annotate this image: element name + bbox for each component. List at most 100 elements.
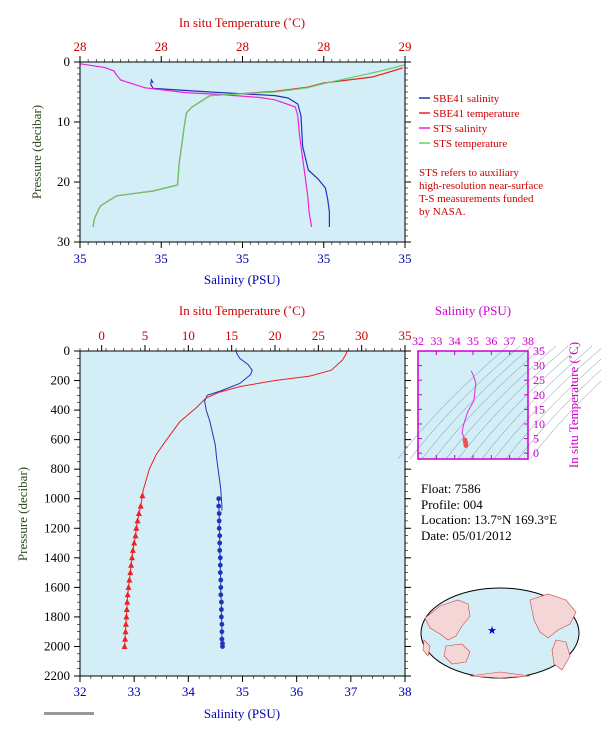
legend: SBE41 salinity SBE41 temperature STS sal… xyxy=(419,93,543,218)
bottom-sal-tick-label: 32 xyxy=(74,684,87,699)
float-location: Location: 13.7°N 169.3°E xyxy=(421,512,558,527)
top-pressure-tick-label: 0 xyxy=(64,54,71,69)
legend-note-line-2: high-resolution near-surface xyxy=(419,180,543,192)
temperature-data-point xyxy=(126,576,133,583)
bottom-sal-tick-label: 34 xyxy=(182,684,196,699)
salinity-data-point xyxy=(217,540,223,546)
top-sal-tick-label: 35 xyxy=(399,251,412,266)
map-antarctica-landmass xyxy=(469,671,531,679)
profile-number: Profile: 004 xyxy=(421,496,483,512)
bottom-temp-tick-label: 20 xyxy=(269,328,282,343)
bottom-sal-tick-label: 38 xyxy=(399,684,412,699)
density-contour xyxy=(421,345,533,460)
density-contour xyxy=(481,345,593,460)
bottom-temp-tick-label: 25 xyxy=(312,328,325,343)
inset-temp-tick-label: 20 xyxy=(533,388,545,402)
bottom-pressure-tick-label: 1000 xyxy=(44,491,70,506)
inset-sal-tick-label: 37 xyxy=(504,334,516,348)
temperature-data-point xyxy=(134,517,141,524)
top-temp-tick-label: 28 xyxy=(155,39,168,54)
legend-note-line-1: STS refers to auxiliary xyxy=(419,167,519,179)
bottom-salinity-deep-line xyxy=(218,498,223,647)
salinity-data-point xyxy=(216,518,222,524)
bottom-temp-tick-label: 10 xyxy=(182,328,195,343)
inset-salinity-axis-label: Salinity (PSU) xyxy=(435,303,511,318)
map-africa-edge-landmass xyxy=(422,639,431,657)
top-series-line-3 xyxy=(79,63,313,228)
top-series-line-4 xyxy=(92,64,405,228)
density-contour xyxy=(493,348,601,460)
inset-sal-tick-label: 38 xyxy=(522,334,534,348)
bottom-panel-background xyxy=(80,351,405,676)
bottom-pressure-tick-label: 800 xyxy=(51,461,71,476)
temperature-data-point xyxy=(122,628,129,635)
top-sal-tick-label: 35 xyxy=(74,251,87,266)
top-salinity-axis-label: Salinity (PSU) xyxy=(204,272,280,287)
bottom-pressure-tick-label: 600 xyxy=(51,432,71,447)
bottom-sal-tick-label: 35 xyxy=(236,684,249,699)
map-australia-landmass xyxy=(443,643,471,665)
salinity-data-point xyxy=(218,592,224,598)
legend-label-sts-temperature: STS temperature xyxy=(433,138,507,150)
salinity-data-point xyxy=(216,503,222,509)
bottom-temperature-axis-label: In situ Temperature (˚C) xyxy=(179,303,305,318)
bottom-sal-tick-label: 37 xyxy=(344,684,358,699)
bottom-pressure-tick-label: 1200 xyxy=(44,520,70,535)
inset-temp-tick-label: 15 xyxy=(533,402,545,416)
inset-ts-point xyxy=(463,443,469,448)
density-contour xyxy=(469,345,581,460)
inset-temp-tick-label: 30 xyxy=(533,359,545,373)
salinity-data-point xyxy=(216,525,222,531)
bottom-salinity-line xyxy=(204,350,253,511)
density-contour xyxy=(505,358,601,460)
inset-temp-tick-label: 25 xyxy=(533,373,545,387)
bottom-pressure-tick-label: 0 xyxy=(64,343,71,358)
map-asia-landmass xyxy=(424,599,471,641)
density-contour xyxy=(409,345,521,460)
salinity-data-point xyxy=(219,629,225,635)
top-pressure-tick-label: 10 xyxy=(57,114,70,129)
temperature-data-point xyxy=(124,598,131,605)
map-south-america-landmass xyxy=(551,639,571,671)
salinity-data-point xyxy=(217,548,223,553)
density-contour xyxy=(397,345,509,460)
temperature-data-point xyxy=(123,606,130,612)
top-temp-tick-label: 29 xyxy=(399,39,412,54)
temperature-data-point xyxy=(122,620,129,627)
temperature-data-point xyxy=(123,613,130,620)
temperature-data-point xyxy=(128,561,135,568)
bottom-temp-tick-label: 30 xyxy=(355,328,368,343)
temperature-data-point xyxy=(121,643,128,649)
top-temp-tick-label: 28 xyxy=(317,39,330,54)
bottom-pressure-tick-label: 1600 xyxy=(44,579,70,594)
float-info: Float: 7586 Profile: 004 Location: 13.7°… xyxy=(421,481,557,543)
bottom-pressure-tick-label: 200 xyxy=(51,373,71,388)
salinity-data-point xyxy=(216,511,222,516)
temperature-data-point xyxy=(133,524,140,531)
top-temperature-axis-label: In situ Temperature (˚C) xyxy=(179,15,305,30)
bottom-pressure-tick-label: 2200 xyxy=(44,668,70,683)
top-panel: 28 28 28 28 29 35 35 35 35 35 0 10 20 30 In situ Temp… xyxy=(29,15,412,287)
top-pressure-axis-label: Pressure (decibar) xyxy=(29,105,44,199)
temperature-data-point xyxy=(127,569,134,576)
bottom-panel: 0 5 10 15 20 25 30 35 32 33 34 35 36 37 38 0 200 400 600 80… xyxy=(15,303,412,721)
bottom-temp-tick-label: 15 xyxy=(225,328,238,343)
temperature-data-point xyxy=(129,546,136,553)
salinity-data-point xyxy=(217,555,223,561)
inset-temp-tick-label: 5 xyxy=(533,432,539,446)
temperature-data-point xyxy=(129,554,135,561)
temperature-data-point xyxy=(137,502,144,509)
bottom-temperature-line xyxy=(141,350,348,496)
legend-note-line-3: T-S measurements funded xyxy=(419,193,534,205)
bottom-salinity-axis-label: Salinity (PSU) xyxy=(204,706,280,721)
top-pressure-tick-label: 20 xyxy=(57,174,70,189)
temperature-data-point xyxy=(139,492,146,499)
legend-note-line-4: by NASA. xyxy=(419,206,466,218)
top-temp-tick-label: 28 xyxy=(236,39,249,54)
top-panel-background xyxy=(80,62,405,242)
salinity-data-point xyxy=(219,607,224,612)
density-contour xyxy=(445,345,557,460)
salinity-data-point xyxy=(216,496,222,502)
